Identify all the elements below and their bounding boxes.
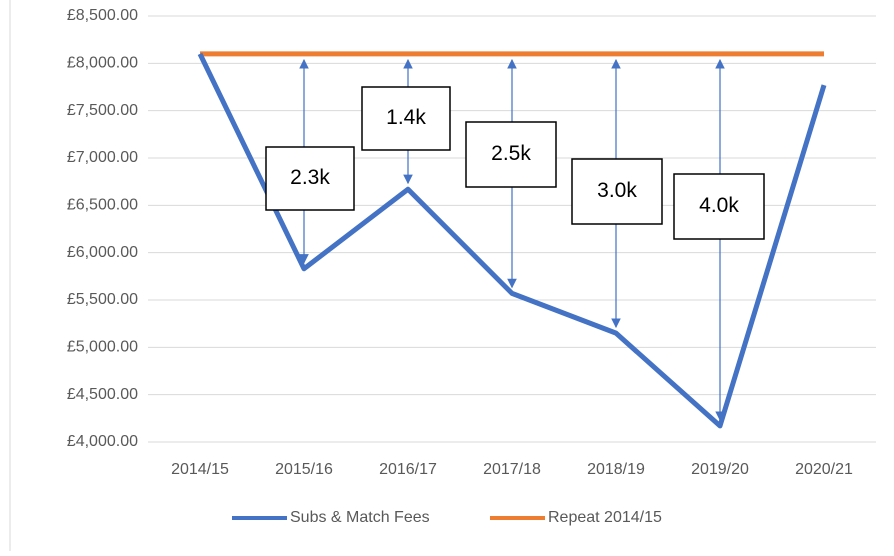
- annotation-text: 2.5k: [491, 142, 531, 165]
- annotation-box: [673, 173, 765, 240]
- x-tick-label: 2014/15: [171, 461, 229, 478]
- y-tick-label: £6,000.00: [67, 244, 138, 261]
- x-tick-label: 2016/17: [379, 461, 437, 478]
- y-tick-label: £4,500.00: [67, 386, 138, 403]
- legend-label: Repeat 2014/15: [548, 509, 662, 526]
- annotation-box: [571, 158, 663, 225]
- y-tick-label: £4,000.00: [67, 433, 138, 450]
- annotation-box: [361, 86, 451, 151]
- y-tick-label: £7,500.00: [67, 102, 138, 119]
- x-tick-label: 2015/16: [275, 461, 333, 478]
- annotation-text: 2.3k: [290, 166, 330, 189]
- x-tick-label: 2019/20: [691, 461, 749, 478]
- series-line: [197, 52, 827, 429]
- y-tick-label: £5,000.00: [67, 339, 138, 356]
- x-tick-label: 2020/21: [795, 461, 853, 478]
- annotation-text: 3.0k: [597, 179, 637, 202]
- annotation-box: [265, 146, 355, 211]
- legend-label: Subs & Match Fees: [290, 509, 430, 526]
- x-tick-label: 2018/19: [587, 461, 645, 478]
- x-tick-label: 2017/18: [483, 461, 541, 478]
- annotation-box: [465, 121, 557, 188]
- y-tick-label: £6,500.00: [67, 197, 138, 214]
- y-tick-label: £5,500.00: [67, 291, 138, 308]
- annotation-text: 4.0k: [699, 194, 739, 217]
- y-tick-label: £8,000.00: [67, 55, 138, 72]
- y-tick-label: £8,500.00: [67, 7, 138, 24]
- annotation-text: 1.4k: [386, 106, 426, 129]
- y-tick-label: £7,000.00: [67, 149, 138, 166]
